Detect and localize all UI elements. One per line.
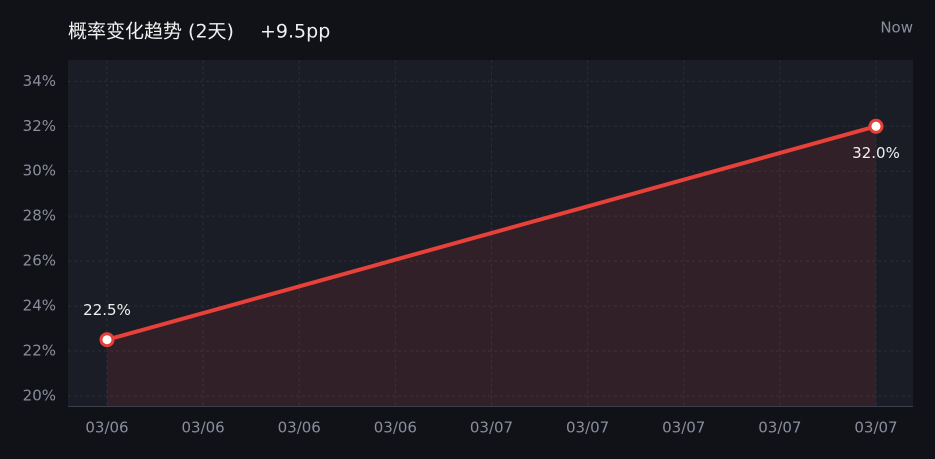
y-tick-label: 34%: [23, 72, 56, 90]
value-label: 22.5%: [83, 301, 131, 319]
annotation: Now: [880, 19, 913, 37]
value-label: 32.0%: [852, 144, 900, 162]
y-tick-label: 26%: [23, 252, 56, 270]
x-tick-label: 03/07: [758, 419, 801, 437]
x-tick-label: 03/06: [85, 419, 128, 437]
point: [868, 118, 884, 134]
y-tick-label: 22%: [23, 341, 56, 359]
y-tick-label: 20%: [23, 386, 56, 404]
y-tick-label: 32%: [23, 117, 56, 135]
x-tick-label: 03/06: [374, 419, 417, 437]
y-tick-label: 28%: [23, 207, 56, 225]
line: [105, 124, 878, 342]
x-tick-label: 03/07: [566, 419, 609, 437]
x-tick-label: 03/06: [182, 419, 225, 437]
x-tick-label: 03/07: [662, 419, 705, 437]
x-tick-label: 03/07: [854, 419, 897, 437]
y-tick-label: 30%: [23, 162, 56, 180]
area: [107, 126, 876, 406]
chart-title: 概率变化趋势 (2天): [68, 21, 234, 43]
point: [99, 332, 115, 348]
x-tick-label: 03/07: [470, 419, 513, 437]
x-tick-label: 03/06: [278, 419, 321, 437]
chart-subtitle: +9.5pp: [260, 21, 330, 43]
y-tick-label: 24%: [23, 297, 56, 315]
